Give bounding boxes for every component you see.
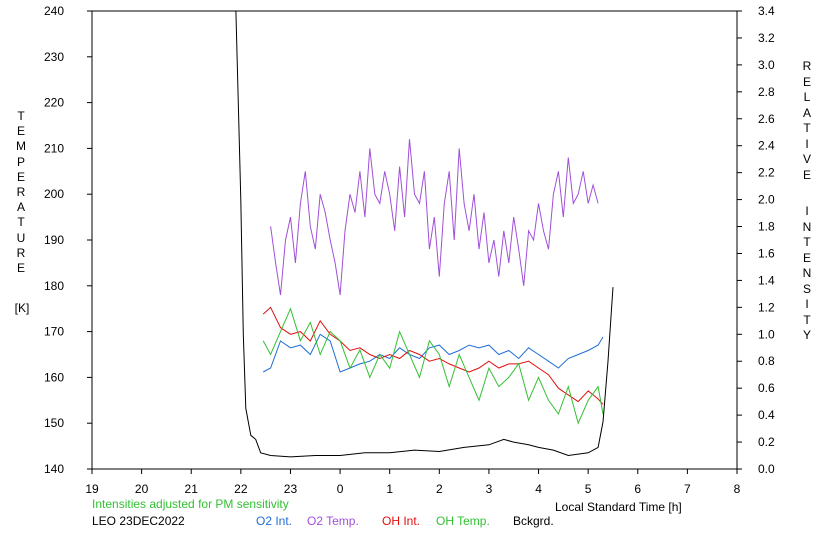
right-axis-letter: E bbox=[802, 167, 811, 182]
left-axis-unit: [K] bbox=[14, 301, 30, 315]
left-axis-letter: T bbox=[17, 109, 25, 123]
x-tick-label: 0 bbox=[337, 482, 344, 496]
right-axis-letter: V bbox=[802, 152, 811, 166]
left-axis-letter: P bbox=[16, 154, 25, 169]
left-tick-label: 190 bbox=[44, 233, 64, 247]
right-tick-label: 3.0 bbox=[758, 58, 775, 72]
series-line-oh-temp- bbox=[262, 307, 604, 425]
right-tick-label: 0.6 bbox=[758, 381, 775, 395]
right-axis-letter: I bbox=[805, 297, 809, 311]
sensitivity-note: Intensities adjusted for PM sensitivity bbox=[92, 497, 289, 511]
legend-item: OH Int. bbox=[382, 514, 421, 528]
left-tick-label: 140 bbox=[44, 462, 64, 476]
right-tick-label: 1.2 bbox=[758, 300, 775, 314]
right-axis-letter: E bbox=[802, 250, 811, 265]
right-tick-label: 2.0 bbox=[758, 193, 775, 207]
left-axis-letter: R bbox=[16, 245, 26, 260]
x-tick-label: 6 bbox=[634, 482, 641, 496]
right-tick-label: 3.2 bbox=[758, 31, 775, 45]
right-tick-label: 0.4 bbox=[758, 408, 775, 422]
right-tick-label: 0.0 bbox=[758, 462, 775, 476]
series-line-o2-int- bbox=[262, 333, 604, 373]
right-tick-label: 3.4 bbox=[758, 4, 775, 18]
right-axis-letter: T bbox=[803, 235, 811, 249]
right-axis-letter: E bbox=[802, 74, 811, 89]
series-line-bckgrd- bbox=[235, 10, 614, 458]
left-axis-letter: A bbox=[16, 200, 25, 215]
series-line-oh-int- bbox=[262, 306, 604, 405]
right-axis-letter: R bbox=[802, 59, 812, 73]
right-axis-letter: Y bbox=[802, 328, 811, 342]
x-tick-label: 22 bbox=[234, 482, 248, 496]
legend-item: Bckgrd. bbox=[513, 514, 554, 528]
right-tick-label: 2.4 bbox=[758, 139, 775, 153]
legend-item: OH Temp. bbox=[436, 514, 490, 528]
x-tick-label: 20 bbox=[135, 482, 149, 496]
right-axis-letter: I bbox=[805, 136, 809, 151]
series-line-o2-temp- bbox=[270, 139, 599, 296]
left-axis-letter: E bbox=[16, 261, 25, 275]
plot-frame bbox=[91, 10, 738, 470]
right-tick-label: 2.8 bbox=[758, 85, 775, 99]
left-axis-letter: M bbox=[16, 139, 26, 154]
x-tick-label: 5 bbox=[585, 482, 592, 496]
right-tick-label: 1.4 bbox=[758, 273, 775, 287]
left-tick-label: 160 bbox=[44, 370, 64, 384]
axes-layer: 1401501601701801902002102202302400.00.20… bbox=[44, 4, 775, 496]
left-tick-label: 170 bbox=[44, 325, 64, 339]
right-axis-letter: S bbox=[802, 281, 811, 296]
x-tick-label: 8 bbox=[734, 482, 741, 496]
left-tick-label: 220 bbox=[44, 96, 64, 110]
station-label: LEO 23DEC2022 bbox=[92, 514, 185, 528]
right-tick-label: 1.8 bbox=[758, 220, 775, 234]
right-tick-label: 2.2 bbox=[758, 166, 775, 180]
x-tick-label: 7 bbox=[684, 482, 691, 496]
left-tick-label: 150 bbox=[44, 416, 64, 430]
right-tick-label: 0.2 bbox=[758, 435, 775, 449]
left-tick-label: 230 bbox=[44, 50, 64, 64]
right-tick-label: 1.0 bbox=[758, 327, 775, 341]
x-tick-label: 4 bbox=[535, 482, 542, 496]
left-axis-letter: E bbox=[16, 124, 25, 139]
x-tick-label: 2 bbox=[436, 482, 443, 496]
x-tick-label: 21 bbox=[185, 482, 199, 496]
right-axis-letter: T bbox=[803, 312, 811, 327]
x-tick-label: 3 bbox=[486, 482, 493, 496]
right-axis-letter: A bbox=[802, 105, 811, 120]
series-layer bbox=[235, 10, 614, 458]
left-tick-label: 210 bbox=[44, 141, 64, 155]
left-axis-letter: R bbox=[16, 185, 26, 199]
right-axis-letter: L bbox=[803, 90, 811, 104]
x-tick-label: 19 bbox=[85, 482, 99, 496]
left-tick-label: 180 bbox=[44, 279, 64, 293]
right-axis-letter: N bbox=[802, 219, 812, 234]
right-tick-label: 2.6 bbox=[758, 112, 775, 126]
right-axis-letter: T bbox=[803, 121, 811, 135]
right-tick-label: 1.6 bbox=[758, 246, 775, 260]
left-axis-letter: T bbox=[17, 215, 25, 230]
right-axis-letter: I bbox=[805, 204, 809, 218]
left-axis-letter: E bbox=[16, 169, 25, 184]
left-tick-label: 240 bbox=[44, 4, 64, 18]
left-tick-label: 200 bbox=[44, 187, 64, 201]
right-tick-label: 0.8 bbox=[758, 354, 775, 368]
legend-item: O2 Int. bbox=[256, 514, 293, 528]
left-axis-letter: U bbox=[16, 230, 26, 245]
x-tick-label: 1 bbox=[386, 482, 393, 496]
legend-item: O2 Temp. bbox=[307, 514, 359, 528]
x-axis-label: Local Standard Time [h] bbox=[555, 500, 682, 514]
x-tick-label: 23 bbox=[284, 482, 298, 496]
right-axis-letter: N bbox=[802, 266, 812, 280]
